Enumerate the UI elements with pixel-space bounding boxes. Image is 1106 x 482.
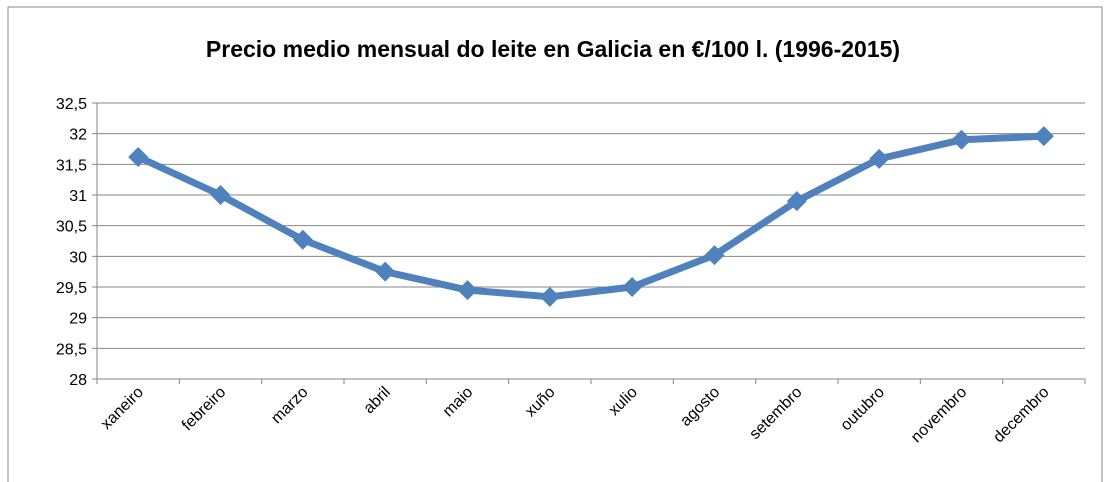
chart-border — [7, 6, 1103, 482]
marker — [539, 286, 560, 307]
marker — [128, 146, 149, 167]
x-tick-label: decembro — [990, 384, 1052, 446]
marker — [1033, 126, 1054, 147]
y-tick-label: 28,5 — [56, 341, 87, 358]
y-tick-label: 32 — [69, 127, 87, 144]
marker — [375, 261, 396, 282]
y-tick-label: 31 — [69, 188, 87, 205]
x-tick-label: xuño — [522, 384, 559, 421]
y-tick-label: 30 — [69, 249, 87, 266]
marker — [951, 129, 972, 150]
marker — [869, 148, 890, 169]
y-tick-label: 29,5 — [56, 280, 87, 297]
y-tick-label: 28 — [69, 372, 87, 389]
x-tick-label: xaneiro — [98, 384, 147, 433]
marker — [210, 185, 231, 205]
y-tick-label: 31,5 — [56, 157, 87, 174]
marker — [704, 245, 725, 266]
x-tick-label: novembro — [908, 384, 970, 446]
x-tick-label: maio — [440, 384, 477, 421]
marker — [292, 229, 313, 250]
y-tick-label: 30,5 — [56, 219, 87, 236]
marker — [786, 191, 807, 212]
marker — [457, 280, 478, 301]
y-tick-label: 32,5 — [56, 96, 87, 113]
x-tick-label: agosto — [677, 384, 723, 430]
marker — [622, 277, 643, 297]
x-tick-label: febreiro — [179, 384, 229, 434]
x-tick-label: marzo — [268, 384, 312, 428]
y-tick-label: 29 — [69, 311, 87, 328]
x-tick-label: xulio — [606, 384, 641, 419]
x-tick-label: setembro — [746, 384, 805, 443]
x-tick-label: outubro — [838, 384, 888, 434]
x-tick-label: abril — [361, 384, 394, 417]
chart-title: Precio medio mensual do leite en Galicia… — [205, 36, 901, 62]
line — [136, 132, 1044, 301]
